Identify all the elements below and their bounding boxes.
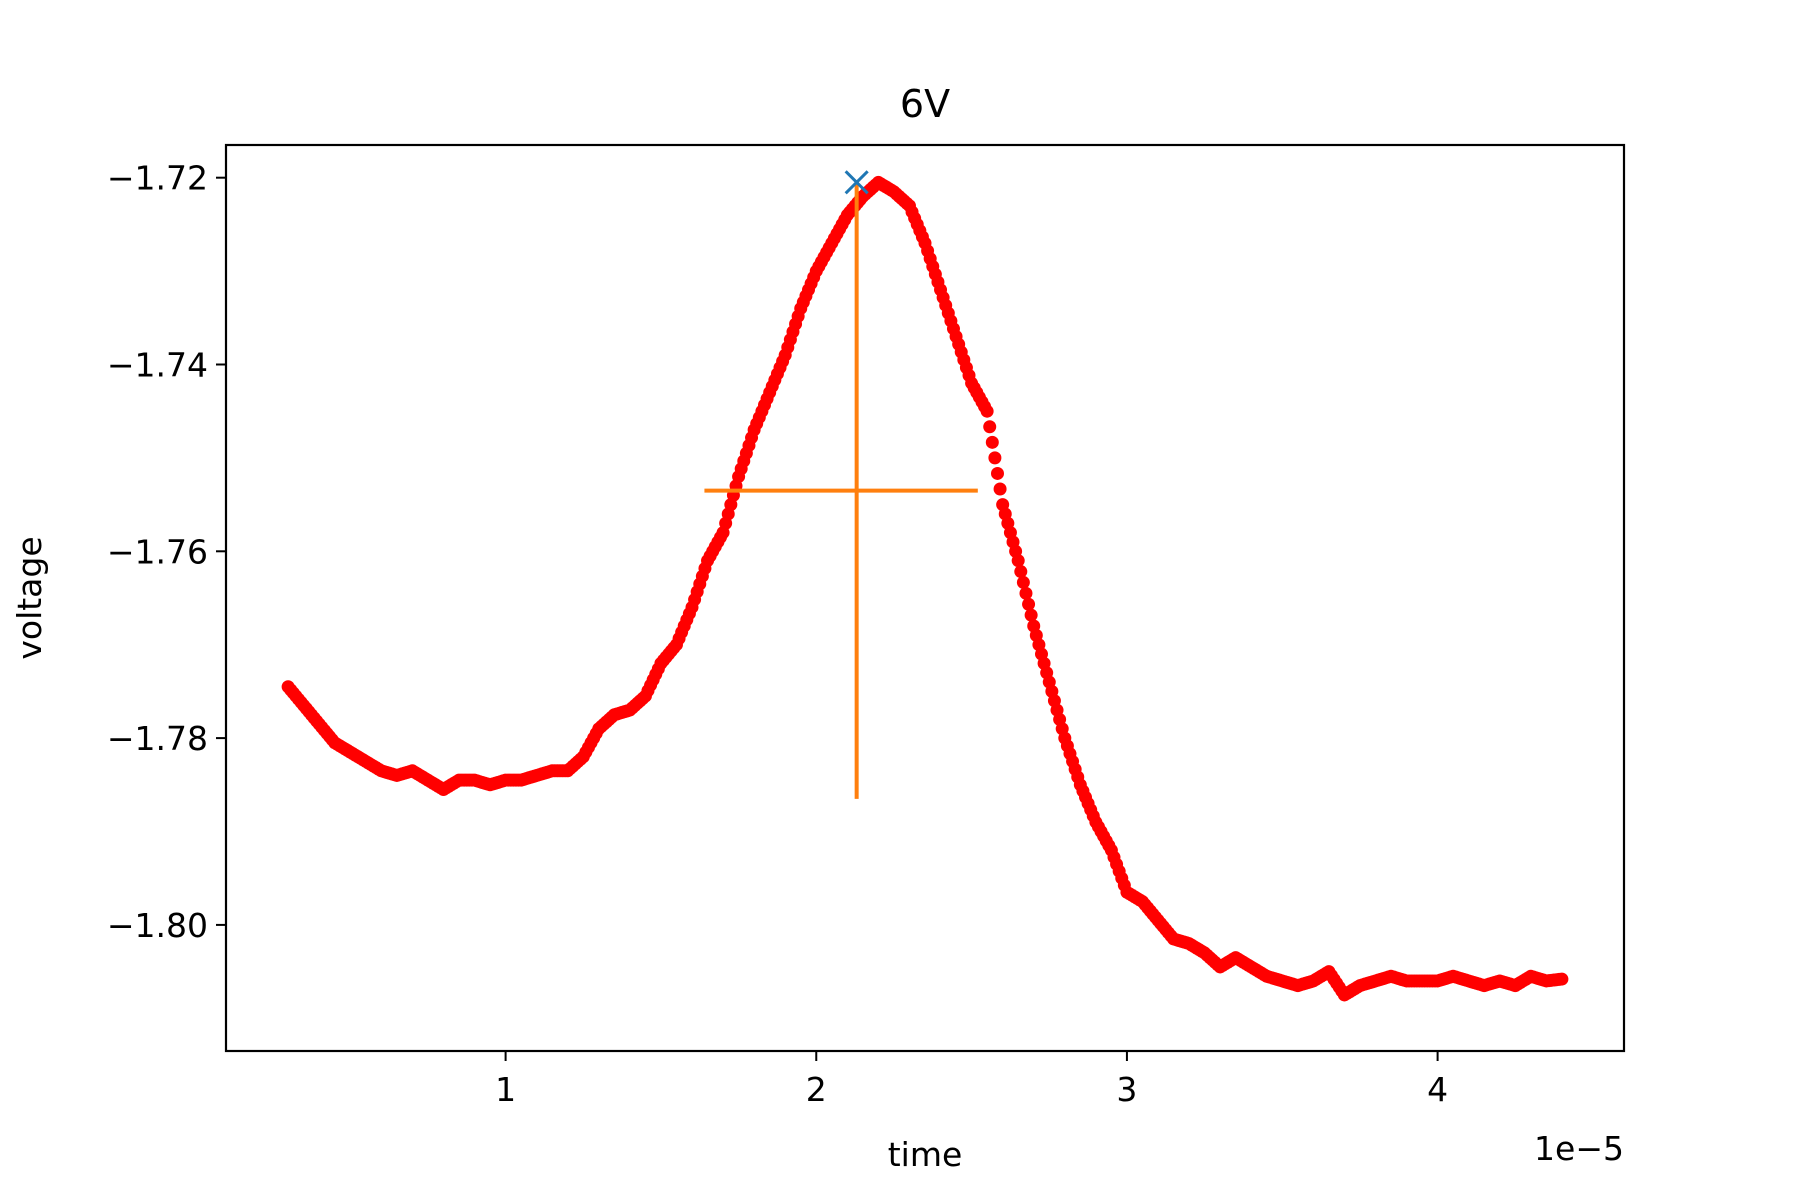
x-tick-label: 3 <box>1116 1070 1137 1109</box>
data-point-fill <box>990 466 1004 480</box>
x-tick-label: 1 <box>495 1070 516 1109</box>
data-point-fill <box>1024 608 1038 622</box>
x-axis-offset-text: 1e−5 <box>1534 1129 1624 1168</box>
data-point-fill <box>1022 597 1036 611</box>
annotation-layer <box>704 170 978 799</box>
y-axis-ticks: −1.72 −1.74 −1.76 −1.78 −1.80 <box>107 159 226 945</box>
data-point <box>1011 554 1025 568</box>
plot-frame <box>224 143 1626 1053</box>
data-point-fill <box>1014 565 1028 579</box>
data-point-fill <box>993 482 1007 496</box>
x-axis-label: time <box>888 1135 963 1174</box>
y-axis-label: voltage <box>10 536 49 659</box>
y-tick-label: −1.76 <box>107 532 208 571</box>
data-point-fill <box>1016 575 1030 589</box>
peak-marker <box>844 170 869 195</box>
data-point-fill <box>985 435 999 449</box>
x-tick-label: 4 <box>1427 1070 1448 1109</box>
series-layer <box>281 175 1569 1002</box>
x-tick-label: 2 <box>806 1070 827 1109</box>
y-tick-label: −1.80 <box>107 906 208 945</box>
y-tick-label: −1.72 <box>107 159 208 198</box>
data-point-fill <box>1019 586 1033 600</box>
y-tick-label: −1.74 <box>107 345 208 384</box>
data-point <box>980 404 994 418</box>
data-point-fill <box>988 451 1002 465</box>
data-point <box>1555 972 1569 986</box>
x-axis-ticks: 1 2 3 4 <box>495 1051 1448 1109</box>
chart-title: 6V <box>900 82 950 126</box>
y-tick-label: −1.78 <box>107 719 208 758</box>
data-point-fill <box>983 420 997 434</box>
